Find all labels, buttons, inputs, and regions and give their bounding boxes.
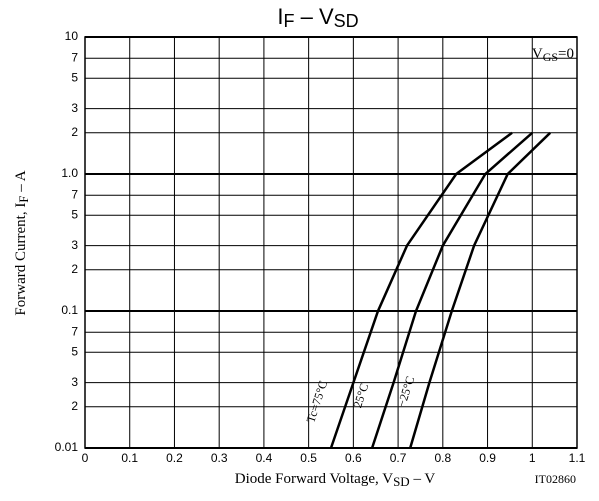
y-tick-label: 3 bbox=[71, 238, 78, 252]
y-tick-label: 0.1 bbox=[61, 303, 78, 317]
y-tick-label: 2 bbox=[71, 399, 78, 413]
y-tick-label: 3 bbox=[71, 101, 78, 115]
y-tick-label: 0.01 bbox=[55, 440, 79, 454]
curve bbox=[409, 131, 552, 449]
text-part: Diode Forward Voltage, V bbox=[235, 471, 393, 487]
x-tick-label: 0.8 bbox=[434, 451, 451, 465]
plot-frame bbox=[84, 36, 578, 449]
text-part: I bbox=[277, 4, 283, 29]
y-tick-label: 7 bbox=[71, 50, 78, 64]
text-part: Forward Current, I bbox=[13, 203, 29, 316]
y-tick-label: 2 bbox=[71, 125, 78, 139]
x-tick-label: 0 bbox=[82, 451, 89, 465]
subscript: F bbox=[16, 195, 31, 202]
y-tick-label: 2 bbox=[71, 262, 78, 276]
text-part: – A bbox=[13, 170, 29, 195]
x-tick-label: 0.2 bbox=[166, 451, 183, 465]
figure-code: IT02860 bbox=[535, 472, 576, 486]
y-tick-label: 3 bbox=[71, 375, 78, 389]
y-tick-label: 7 bbox=[71, 324, 78, 338]
x-tick-label: 0.3 bbox=[211, 451, 228, 465]
x-tick-label: 0.7 bbox=[390, 451, 407, 465]
text-part: V bbox=[532, 46, 543, 62]
x-tick-label: 0.9 bbox=[479, 451, 496, 465]
text-part: – V bbox=[410, 471, 436, 487]
y-tick-label: 10 bbox=[65, 29, 79, 43]
chart-title: IF – VSD bbox=[277, 4, 358, 31]
y-axis-label: Forward Current, IF – A bbox=[13, 170, 31, 315]
text-part: =0 bbox=[558, 46, 574, 62]
x-tick-label: 1.1 bbox=[569, 451, 586, 465]
curve bbox=[329, 131, 513, 449]
curve-label: Tc=75°C bbox=[303, 379, 330, 425]
y-tick-label: 5 bbox=[71, 70, 78, 84]
y-tick-label: 5 bbox=[71, 344, 78, 358]
x-tick-label: 0.6 bbox=[345, 451, 362, 465]
x-tick-label: 1 bbox=[529, 451, 536, 465]
curve bbox=[370, 131, 534, 449]
text-part: – V bbox=[294, 4, 333, 29]
x-tick-label: 0.5 bbox=[300, 451, 317, 465]
annotation: VGS=0 bbox=[532, 46, 574, 63]
subscript: SD bbox=[393, 474, 410, 489]
subscript: GS bbox=[543, 50, 558, 64]
y-tick-label: 1.0 bbox=[61, 166, 78, 180]
subscript: F bbox=[283, 11, 294, 31]
y-tick-label: 5 bbox=[71, 207, 78, 221]
x-axis-label: Diode Forward Voltage, VSD – V bbox=[235, 471, 436, 489]
x-tick-label: 0.4 bbox=[256, 451, 273, 465]
y-tick-label: 7 bbox=[71, 187, 78, 201]
x-tick-label: 0.1 bbox=[121, 451, 138, 465]
subscript: SD bbox=[334, 11, 359, 31]
